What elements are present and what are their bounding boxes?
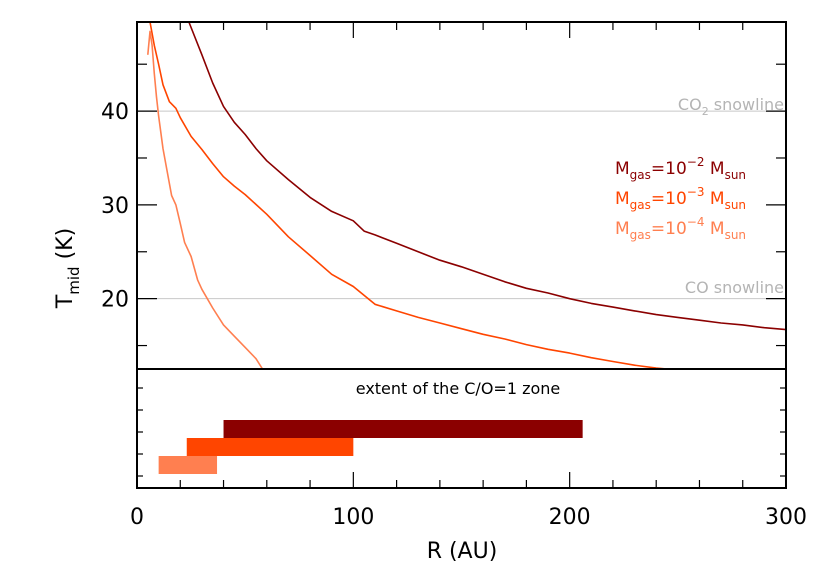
series-line-1 xyxy=(149,21,668,370)
legend-entry-mgas-1e-4: Mgas=10−4 Msun xyxy=(615,215,746,242)
x-tick-label: 300 xyxy=(765,505,807,530)
y-tick-label: 20 xyxy=(101,288,129,313)
plot-frame xyxy=(136,21,787,489)
reference-lines xyxy=(137,110,786,300)
bottom-panel-title: extent of the C/O=1 zone xyxy=(356,379,561,398)
co-snowline-label: CO snowline xyxy=(685,278,784,297)
x-axis-label: R (AU) xyxy=(427,539,498,564)
series-line-0 xyxy=(188,21,787,331)
x-tick-label: 200 xyxy=(549,505,591,530)
co2-snowline-label: CO2 snowline xyxy=(678,95,784,118)
legend: Mgas=10−2 Msun Mgas=10−3 Msun Mgas=10−4 … xyxy=(615,155,746,242)
y-axis-label: Tmid (K) xyxy=(53,228,83,309)
co-zone-bar-1 xyxy=(186,438,354,456)
x-tick-label: 100 xyxy=(332,505,374,530)
x-tick-label: 0 xyxy=(130,505,144,530)
legend-entry-mgas-1e-2: Mgas=10−2 Msun xyxy=(615,155,746,182)
y-tick-label: 30 xyxy=(101,194,129,219)
axes-frame xyxy=(136,21,787,489)
co-zone-bar-0 xyxy=(223,420,583,438)
axis-ticks: 20 30 40 0 100 200 300 xyxy=(101,22,807,530)
temperature-curves xyxy=(147,21,787,370)
co-zone-bars xyxy=(158,420,583,474)
legend-entry-mgas-1e-3: Mgas=10−3 Msun xyxy=(615,185,746,212)
co-zone-bar-2 xyxy=(158,456,218,474)
y-tick-label: 40 xyxy=(101,100,129,125)
series-line-2 xyxy=(147,30,264,370)
